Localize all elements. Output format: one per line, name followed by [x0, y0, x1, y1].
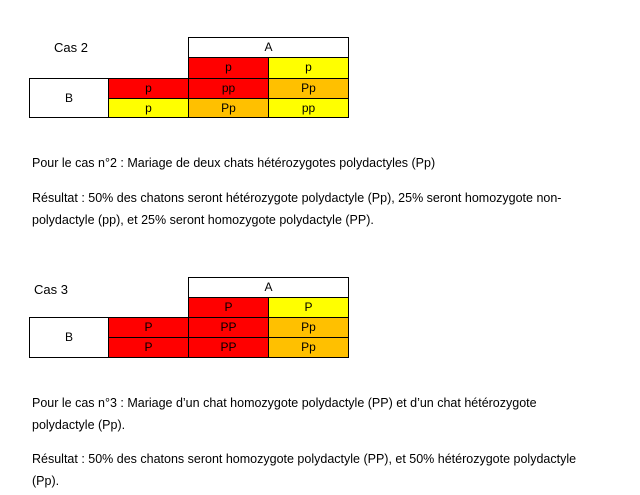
case2-row-head-1: p	[108, 78, 189, 99]
case3-col-header-2: P	[268, 297, 349, 318]
case2-col-header-1: p	[188, 57, 269, 79]
case3-header-a: A	[188, 277, 349, 298]
case3-description-line1: Pour le cas n°3 : Mariage d’un chat homo…	[32, 396, 537, 410]
case3-col-header-1: P	[188, 297, 269, 318]
case2-cell-2-2: pp	[268, 98, 349, 118]
case3-result-line1: Résultat : 50% des chatons seront homozy…	[32, 452, 577, 466]
case2-col-header-2: p	[268, 57, 349, 79]
case3-label: Cas 3	[34, 282, 68, 297]
case2-cell-1-2: Pp	[268, 78, 349, 99]
case2-row-head-2: p	[108, 98, 189, 118]
case3-cell-2-2: Pp	[268, 337, 349, 358]
case2-row-b: B	[29, 78, 109, 118]
case3-result-line2: (Pp).	[32, 474, 60, 488]
case3-cell-1-1: PP	[188, 317, 269, 338]
case2-result-line1: Résultat : 50% des chatons seront hétéro…	[32, 191, 562, 205]
case3-cell-1-2: Pp	[268, 317, 349, 338]
case2-description: Pour le cas n°2 : Mariage de deux chats …	[32, 156, 436, 170]
case3-row-head-1: P	[108, 317, 189, 338]
case3-description-line2: polydactyle (Pp).	[32, 418, 126, 432]
case2-result-line2: polydactyle (pp), et 25% seront homozygo…	[32, 213, 374, 227]
case3-row-b: B	[29, 317, 109, 358]
case3-cell-2-1: PP	[188, 337, 269, 358]
case2-cell-1-1: pp	[188, 78, 269, 99]
case2-cell-2-1: Pp	[188, 98, 269, 118]
case2-header-a: A	[188, 37, 349, 58]
case3-row-head-2: P	[108, 337, 189, 358]
case2-label: Cas 2	[54, 40, 88, 55]
